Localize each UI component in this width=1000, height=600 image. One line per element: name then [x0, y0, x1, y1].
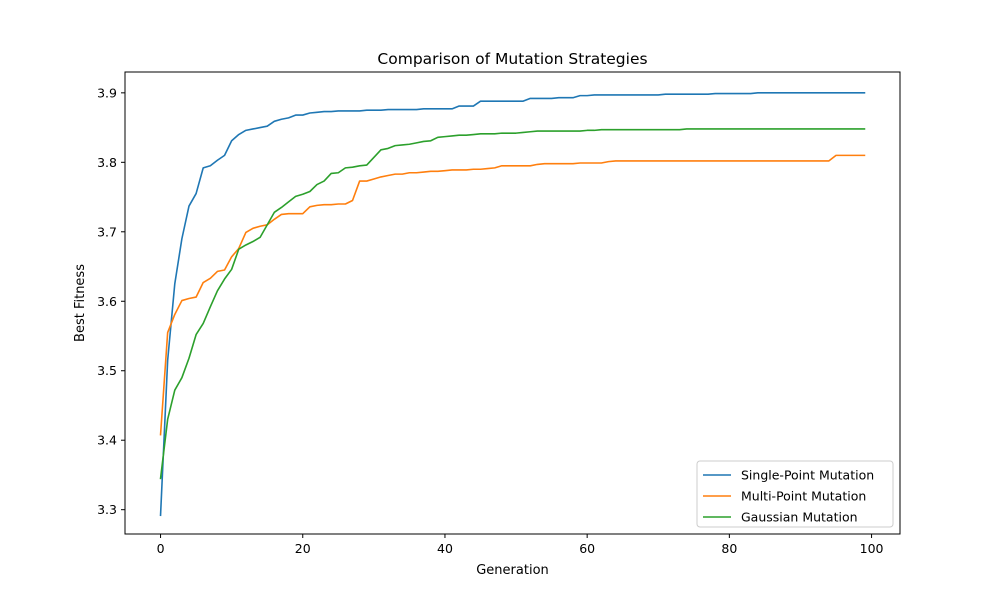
- x-axis: 0 20 40 60 80 100: [157, 534, 884, 556]
- series-line-2: [159, 128, 866, 480]
- legend: Single-Point Mutation Multi-Point Mutatio…: [696, 460, 894, 528]
- y-tick-label: 3.9: [97, 85, 117, 100]
- y-tick-label: 3.4: [97, 433, 117, 448]
- x-axis-label: Generation: [476, 563, 549, 578]
- x-tick-label: 20: [295, 541, 311, 556]
- chart-title: Comparison of Mutation Strategies: [377, 50, 647, 68]
- legend-label-2: Gaussian Mutation: [741, 510, 858, 525]
- x-tick-label: 100: [860, 541, 884, 556]
- plot-frame: [124, 71, 901, 535]
- y-axis-label: Best Fitness: [73, 264, 88, 342]
- plot-lines: [159, 92, 866, 517]
- y-axis: 3.3 3.4 3.5 3.6 3.7 3.8 3.9: [97, 85, 125, 517]
- y-tick-label: 3.6: [97, 294, 117, 309]
- series-line-0: [159, 92, 866, 517]
- series-line-1: [159, 154, 866, 436]
- y-tick-label: 3.7: [97, 224, 117, 239]
- x-tick-label: 80: [721, 541, 737, 556]
- y-tick-label: 3.8: [97, 155, 117, 170]
- legend-box: [696, 460, 894, 528]
- x-tick-label: 40: [437, 541, 453, 556]
- y-tick-label: 3.3: [97, 502, 117, 517]
- x-tick-label: 0: [157, 541, 165, 556]
- x-tick-label: 60: [579, 541, 595, 556]
- legend-label-0: Single-Point Mutation: [741, 468, 874, 483]
- y-tick-label: 3.5: [97, 363, 117, 378]
- legend-label-1: Multi-Point Mutation: [741, 489, 866, 504]
